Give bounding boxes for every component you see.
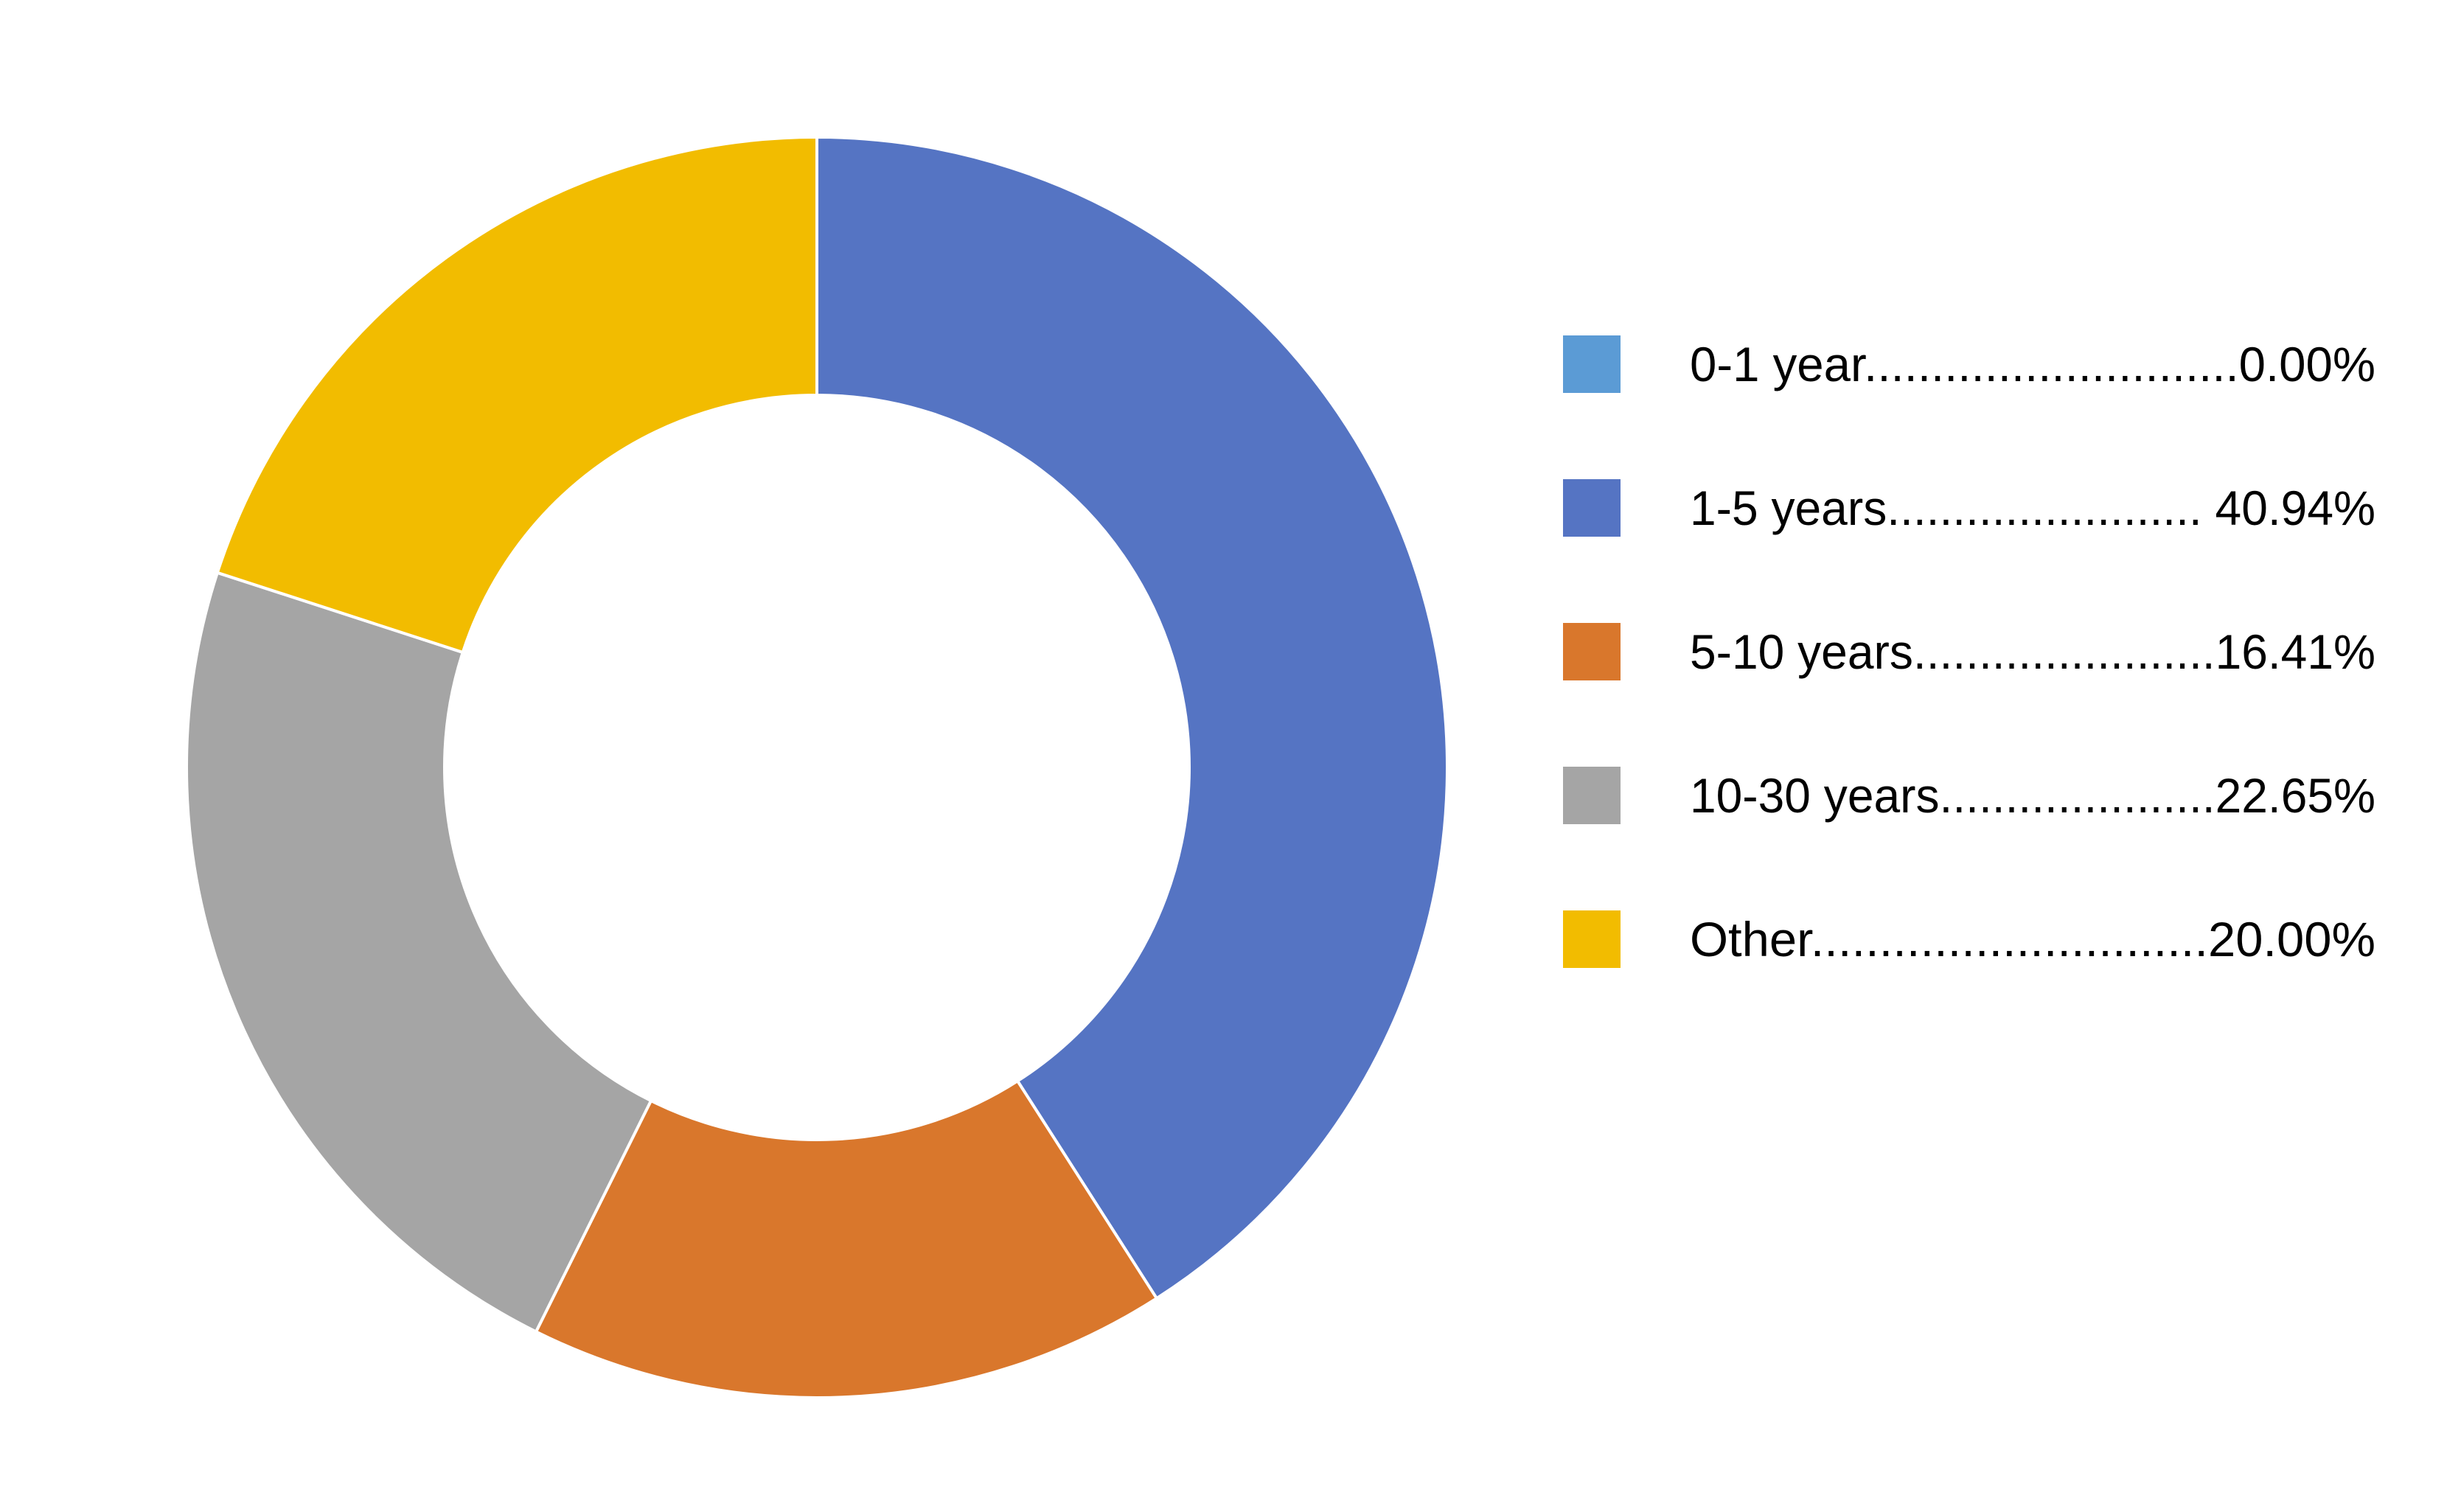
legend-label-other: Other.............................20.00% (1690, 912, 2375, 966)
legend-item-10-30-years: 10-30 years.....................22.65% (1563, 767, 2375, 824)
legend-swatch-10-30-years (1563, 767, 1621, 824)
legend-label-5-10-years: 5-10 years.......................16.41% (1690, 624, 2375, 679)
slice-1-5-years (815, 136, 1449, 1300)
legend-label-10-30-years: 10-30 years.....................22.65% (1690, 768, 2375, 823)
slice-5-10-years (535, 1079, 1158, 1399)
legend-item-other: Other.............................20.00% (1563, 910, 2375, 968)
legend-swatch-5-10-years (1563, 623, 1621, 680)
legend: 0-1 year............................0.00… (1563, 335, 2375, 968)
donut-slices (184, 136, 1449, 1399)
legend-swatch-0-1-year (1563, 335, 1621, 393)
legend-label-1-5-years: 1-5 years........................ 40.94% (1690, 481, 2375, 535)
slice-other (215, 136, 818, 654)
legend-swatch-other (1563, 910, 1621, 968)
legend-swatch-1-5-years (1563, 479, 1621, 537)
slice-10-30-years (184, 571, 652, 1334)
legend-item-5-10-years: 5-10 years.......................16.41% (1563, 623, 2375, 680)
legend-item-0-1-year: 0-1 year............................0.00… (1563, 335, 2375, 393)
legend-label-0-1-year: 0-1 year............................0.00… (1690, 337, 2375, 391)
legend-item-1-5-years: 1-5 years........................ 40.94% (1563, 479, 2375, 537)
